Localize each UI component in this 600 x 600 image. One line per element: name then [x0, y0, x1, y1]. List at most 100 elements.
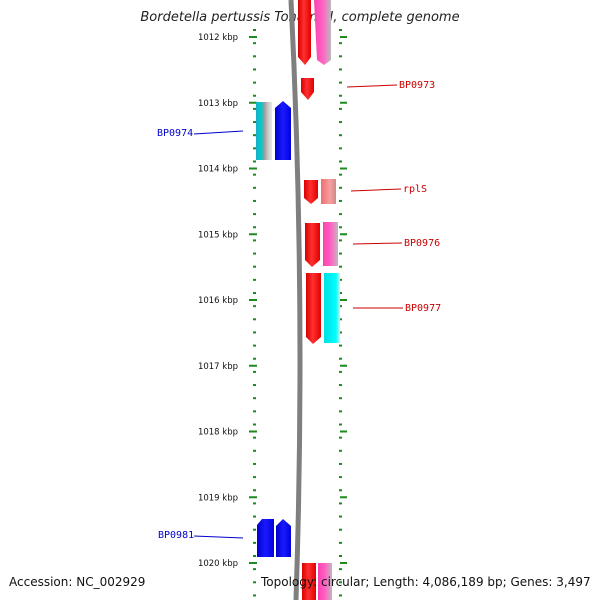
- ruler-minor-tick: [339, 29, 342, 31]
- tick-label: 1019 kbp: [198, 493, 238, 503]
- ruler-minor-tick: [253, 239, 256, 242]
- ruler-minor-tick: [253, 252, 256, 255]
- gene-top-pink: [314, 0, 331, 65]
- ruler-minor-tick: [253, 213, 256, 216]
- ruler-minor-tick: [339, 449, 342, 452]
- ruler-major-tick: [249, 562, 257, 564]
- gene-bp0974-stack: [256, 102, 272, 160]
- ruler-minor-tick: [253, 68, 256, 71]
- label-rpls: rplS: [403, 184, 427, 195]
- ruler-minor-tick: [253, 305, 256, 308]
- ruler-minor-tick: [339, 541, 342, 544]
- ruler-minor-tick: [339, 410, 342, 413]
- ruler-minor-tick: [253, 594, 256, 597]
- ruler-minor-tick: [253, 134, 256, 137]
- ruler-major-tick: [249, 299, 257, 301]
- ruler-major-tick: [249, 167, 257, 170]
- ruler-minor-tick: [253, 528, 256, 531]
- ruler-minor-tick: [339, 581, 342, 584]
- leader-bp0976: [352, 242, 403, 245]
- ruler-minor-tick: [339, 515, 342, 518]
- ruler-minor-tick: [339, 344, 342, 347]
- leader-bp0981: [193, 535, 244, 539]
- ruler-major-tick: [249, 233, 257, 236]
- label-bp0976: BP0976: [404, 238, 440, 249]
- ruler-major-tick: [340, 233, 347, 236]
- ruler-minor-tick: [253, 462, 256, 465]
- ruler-minor-tick: [339, 397, 342, 400]
- ruler-minor-tick: [339, 594, 342, 597]
- accession-text: Accession: NC_002929: [9, 575, 146, 589]
- ruler-minor-tick: [339, 147, 342, 150]
- gene-bottom-pink: [318, 563, 332, 600]
- gene-bottom-red: [302, 563, 316, 600]
- ruler-minor-tick: [339, 94, 342, 97]
- ruler-minor-tick: [339, 331, 342, 334]
- ruler-minor-tick: [253, 357, 256, 360]
- ruler-minor-tick: [253, 121, 256, 124]
- ruler-minor-tick: [253, 370, 256, 373]
- ruler-minor-tick: [339, 160, 342, 163]
- ruler-minor-tick: [253, 318, 256, 321]
- tick-label: 1017 kbp: [198, 362, 238, 372]
- ruler-major-tick: [340, 101, 347, 104]
- gene-top-red: [298, 0, 311, 65]
- ruler-minor-tick: [253, 55, 256, 58]
- tick-label: 1012 kbp: [198, 33, 238, 43]
- ruler-minor-tick: [339, 318, 342, 321]
- ruler-minor-tick: [253, 410, 256, 413]
- ruler-minor-tick: [339, 555, 342, 557]
- ruler-minor-tick: [253, 568, 256, 571]
- ruler-minor-tick: [339, 81, 342, 84]
- leader-rpls: [350, 188, 402, 192]
- ruler-minor-tick: [253, 173, 256, 176]
- tick-label: 1018 kbp: [198, 428, 238, 438]
- ruler-minor-tick: [339, 55, 342, 58]
- ruler-minor-tick: [253, 331, 256, 334]
- ruler-minor-tick: [339, 462, 342, 465]
- ruler-minor-tick: [339, 384, 342, 387]
- ruler-minor-tick: [253, 160, 256, 163]
- ruler-major-tick: [249, 364, 257, 367]
- genome-backbone: [288, 0, 303, 600]
- tick-label: 1016 kbp: [198, 296, 238, 306]
- label-bp0973: BP0973: [399, 80, 435, 91]
- ruler-minor-tick: [253, 384, 256, 387]
- ruler-minor-tick: [253, 42, 256, 45]
- gene-bp0976-pink: [323, 222, 338, 266]
- ruler-minor-tick: [253, 489, 256, 492]
- ruler-major-tick: [340, 430, 347, 433]
- ruler-minor-tick: [253, 292, 256, 294]
- ruler-minor-tick: [339, 489, 342, 492]
- ruler-minor-tick: [339, 252, 342, 255]
- ruler-right: [339, 29, 347, 597]
- ruler-minor-tick: [253, 278, 256, 281]
- gene-bp0981-left: [257, 519, 274, 557]
- gene-bp0974-blue: [275, 101, 291, 160]
- tick-labels: 1012 kbp 1013 kbp 1014 kbp 1015 kbp 1016 kbp…: [198, 33, 238, 569]
- ruler-minor-tick: [339, 265, 342, 268]
- ruler-minor-tick: [339, 436, 342, 439]
- label-bp0974: BP0974: [157, 128, 193, 139]
- gene-bp0976-red: [305, 223, 320, 267]
- ruler-minor-tick: [339, 186, 342, 189]
- gene-rpls-salmon: [321, 179, 336, 204]
- ruler-minor-tick: [253, 199, 256, 202]
- ruler-major-tick: [340, 562, 347, 564]
- ruler-minor-tick: [339, 568, 342, 571]
- tick-label: 1013 kbp: [198, 99, 238, 109]
- ruler-major-tick: [249, 430, 257, 433]
- ruler-minor-tick: [339, 305, 342, 308]
- ruler-minor-tick: [253, 449, 256, 452]
- tick-label: 1020 kbp: [198, 559, 238, 569]
- ruler-minor-tick: [339, 68, 342, 71]
- ruler-minor-tick: [253, 397, 256, 400]
- ruler-major-tick: [249, 496, 257, 499]
- ruler-minor-tick: [253, 344, 256, 347]
- gene-bp0977-cyan: [324, 273, 340, 343]
- ruler-minor-tick: [253, 265, 256, 268]
- gene-rpls-red: [304, 180, 318, 204]
- ruler-minor-tick: [253, 581, 256, 584]
- ruler-minor-tick: [253, 555, 256, 557]
